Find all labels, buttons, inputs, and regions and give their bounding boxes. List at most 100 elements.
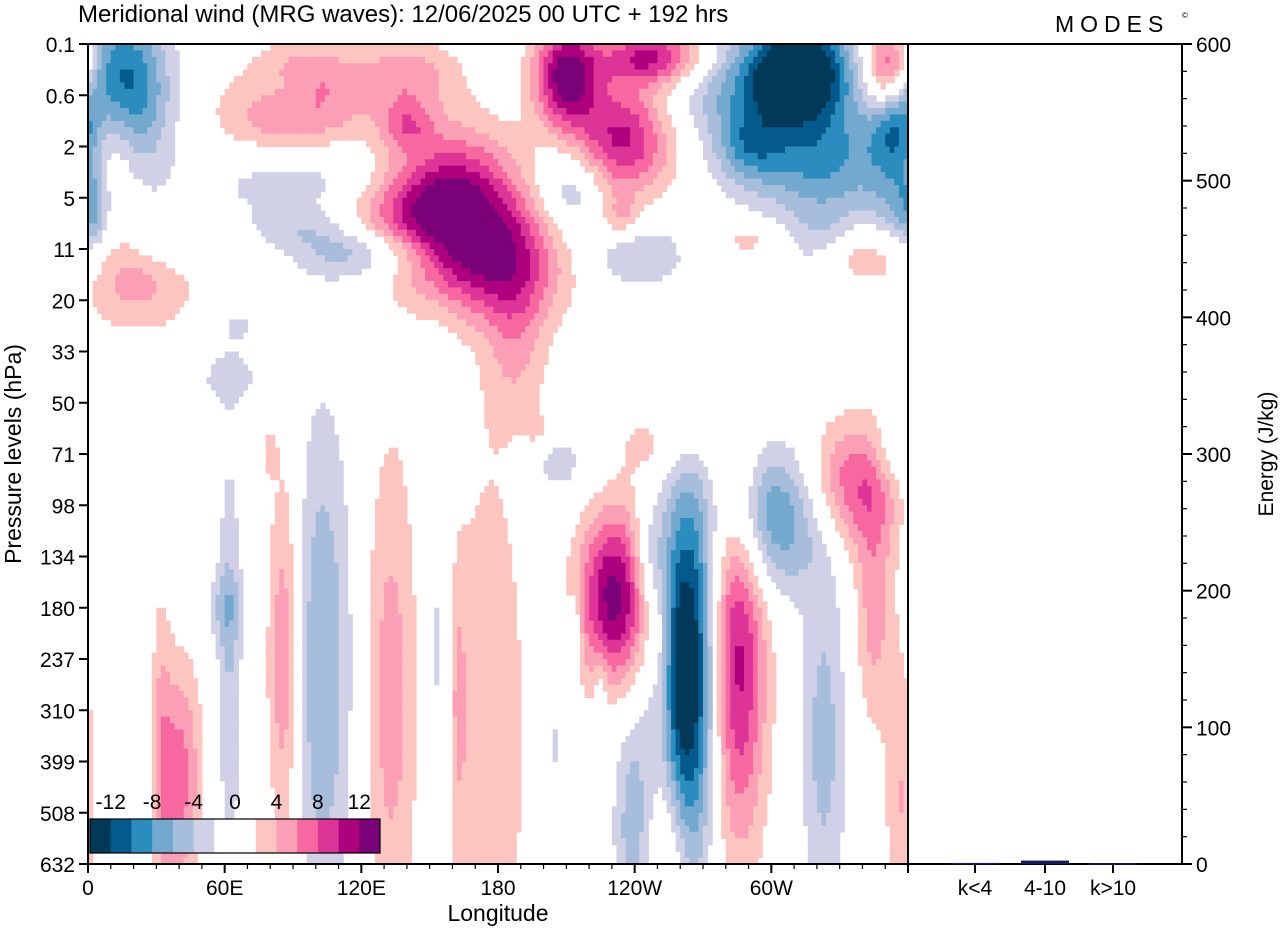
heatmap-cell: [138, 140, 144, 148]
heatmap-cell: [561, 140, 567, 148]
heatmap-cell: [425, 146, 431, 154]
heatmap-cell: [452, 140, 458, 148]
heatmap-cell: [101, 191, 107, 199]
heatmap-cell: [734, 236, 741, 244]
heatmap-cell: [794, 76, 800, 84]
heatmap-cell: [898, 108, 905, 116]
heatmap-cell: [229, 319, 235, 327]
heatmap-cell: [543, 287, 549, 295]
heatmap-cell: [507, 255, 513, 263]
heatmap-cell: [648, 274, 654, 282]
heatmap-cell: [461, 178, 467, 186]
heatmap-cell: [420, 56, 426, 64]
heatmap-cell: [757, 133, 763, 141]
heatmap-cell: [898, 204, 905, 212]
heatmap-cell: [876, 69, 882, 77]
heatmap-cell: [406, 268, 413, 276]
heatmap-cell: [821, 229, 827, 237]
heatmap-cell: [347, 261, 353, 269]
heatmap-cell: [411, 152, 417, 160]
heatmap-cell: [256, 210, 262, 218]
heatmap-cell: [712, 95, 718, 103]
heatmap-cell: [867, 204, 873, 212]
heatmap-cell: [347, 101, 353, 109]
heatmap-cell: [329, 114, 335, 122]
heatmap-cell: [338, 95, 344, 103]
heatmap-cell: [115, 306, 121, 314]
heatmap-cell: [438, 63, 444, 71]
heatmap-cell: [844, 204, 850, 212]
heatmap-cell: [324, 242, 331, 250]
heatmap-cell: [520, 165, 526, 173]
heatmap-cell: [548, 255, 554, 263]
heatmap-cell: [457, 127, 463, 135]
heatmap-cell: [566, 44, 572, 52]
heatmap-cell: [457, 210, 463, 218]
heatmap-cell: [147, 293, 153, 301]
heatmap-cell: [648, 140, 654, 148]
heatmap-cell: [598, 101, 604, 109]
heatmap-cell: [639, 95, 645, 103]
heatmap-cell: [397, 159, 403, 167]
heatmap-cell: [347, 69, 353, 77]
heatmap-cell: [475, 216, 481, 224]
heatmap-cell: [630, 140, 636, 148]
heatmap-cell: [397, 152, 403, 160]
heatmap-cell: [780, 120, 786, 128]
heatmap-cell: [429, 50, 435, 58]
heatmap-cell: [871, 56, 877, 64]
heatmap-cell: [625, 127, 631, 135]
heatmap-cell: [862, 249, 868, 257]
heatmap-cell: [361, 114, 367, 122]
heatmap-cell: [721, 82, 727, 90]
heatmap-cell: [857, 261, 864, 269]
heatmap-cell: [306, 101, 312, 109]
heatmap-cell: [151, 108, 157, 116]
heatmap-cell: [488, 293, 495, 301]
heatmap-cell: [447, 76, 454, 84]
heatmap-cell: [734, 114, 741, 122]
heatmap-cell: [502, 268, 508, 276]
heatmap-cell: [320, 95, 326, 103]
heatmap-cell: [803, 56, 809, 64]
heatmap-cell: [657, 261, 663, 269]
heatmap-cell: [657, 184, 663, 192]
heatmap-cell: [552, 313, 558, 321]
heatmap-cell: [261, 95, 267, 103]
heatmap-cell: [844, 82, 850, 90]
heatmap-cell: [306, 108, 312, 116]
heatmap-cell: [397, 300, 403, 308]
heatmap-cell: [566, 69, 572, 77]
heatmap-cell: [147, 268, 153, 276]
heatmap-cell: [648, 268, 654, 276]
heatmap-cell: [416, 184, 422, 192]
heatmap-cell: [452, 82, 458, 90]
heatmap-cell: [170, 133, 176, 141]
heatmap-cell: [871, 108, 877, 116]
heatmap-cell: [520, 306, 526, 314]
heatmap-cell: [539, 101, 545, 109]
heatmap-cell: [507, 184, 513, 192]
heatmap-cell: [830, 56, 836, 64]
heatmap-cell: [370, 56, 376, 64]
heatmap-cell: [484, 159, 490, 167]
heatmap-cell: [438, 184, 444, 192]
heatmap-cell: [466, 146, 472, 154]
heatmap-cell: [470, 204, 476, 212]
heatmap-cell: [220, 108, 226, 116]
heatmap-cell: [488, 332, 495, 340]
heatmap-cell: [543, 300, 549, 308]
heatmap-cell: [347, 63, 353, 71]
heatmap-cell: [652, 50, 659, 58]
heatmap-cell: [288, 95, 294, 103]
heatmap-cell: [452, 293, 458, 301]
heatmap-cell: [593, 165, 599, 173]
heatmap-cell: [575, 63, 581, 71]
heatmap-cell: [479, 204, 485, 212]
heatmap-cell: [826, 101, 832, 109]
heatmap-canvas: [88, 44, 908, 864]
heatmap-cell: [566, 76, 572, 84]
heatmap-cell: [425, 293, 431, 301]
heatmap-cell: [889, 165, 895, 173]
heatmap-cell: [457, 300, 463, 308]
